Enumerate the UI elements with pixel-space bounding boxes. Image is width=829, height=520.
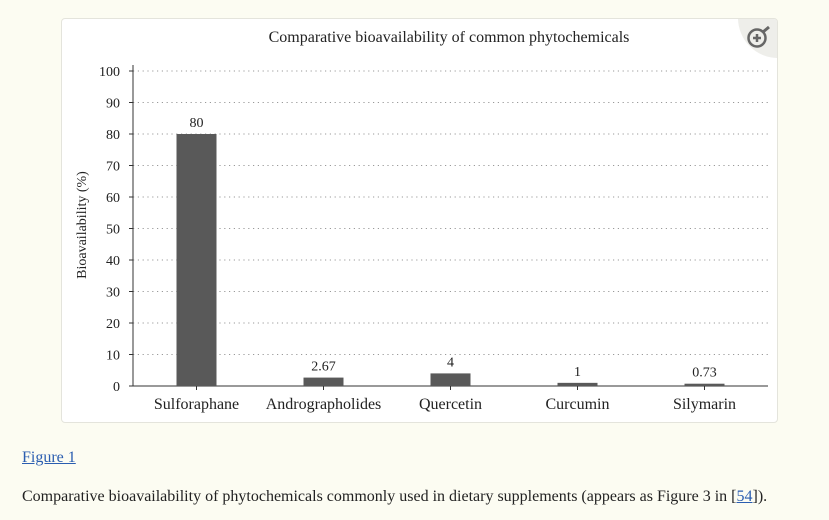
y-tick-label: 0 [113,380,120,395]
bar-chart: Comparative bioavailability of common ph… [75,29,768,413]
reference-link[interactable]: 54 [736,488,753,505]
y-tick-label: 40 [106,254,120,269]
figure-link[interactable]: Figure 1 [22,449,76,466]
zoom-in-magnifier-icon [747,25,770,48]
x-tick-label: Andrographolides [266,396,382,413]
x-tick-label: Curcumin [546,396,610,413]
bars [176,134,725,386]
data-label: 2.67 [311,360,336,375]
figure-caption: Comparative bioavailability of phytochem… [22,488,767,506]
figure-panel: Comparative bioavailability of common ph… [61,18,778,423]
y-tick-label: 90 [106,97,120,112]
y-axis-label: Bioavailability (%) [75,171,90,279]
bar [684,383,725,386]
x-tick-label: Sulforaphane [154,396,239,413]
bar [303,377,344,386]
data-label: 80 [190,116,204,131]
y-tick-label: 80 [106,128,120,143]
data-label: 4 [447,355,454,370]
y-tick-label: 50 [106,223,120,238]
y-tick-label: 60 [106,191,120,206]
y-tick-label: 10 [106,349,120,364]
data-label: 0.73 [692,366,717,381]
y-tick-label: 30 [106,286,120,301]
bar [557,382,598,386]
y-tick-label: 20 [106,317,120,332]
data-label: 1 [574,365,581,380]
caption-text-end: ]). [752,488,768,505]
x-tick-label: Silymarin [673,396,736,413]
y-tick-label: 100 [99,65,120,80]
bar [176,134,217,386]
x-tick-label: Quercetin [419,396,482,413]
y-tick-label: 70 [106,160,120,175]
gridlines [133,70,768,355]
data-labels: 80 2.67 4 1 0.73 [190,116,717,381]
caption-text: Comparative bioavailability of phytochem… [22,488,737,505]
chart-title: Comparative bioavailability of common ph… [269,29,630,46]
axes: 0 10 20 30 40 50 60 70 80 90 100 Sulforaphane Androg… [99,65,768,413]
bar [430,373,471,386]
